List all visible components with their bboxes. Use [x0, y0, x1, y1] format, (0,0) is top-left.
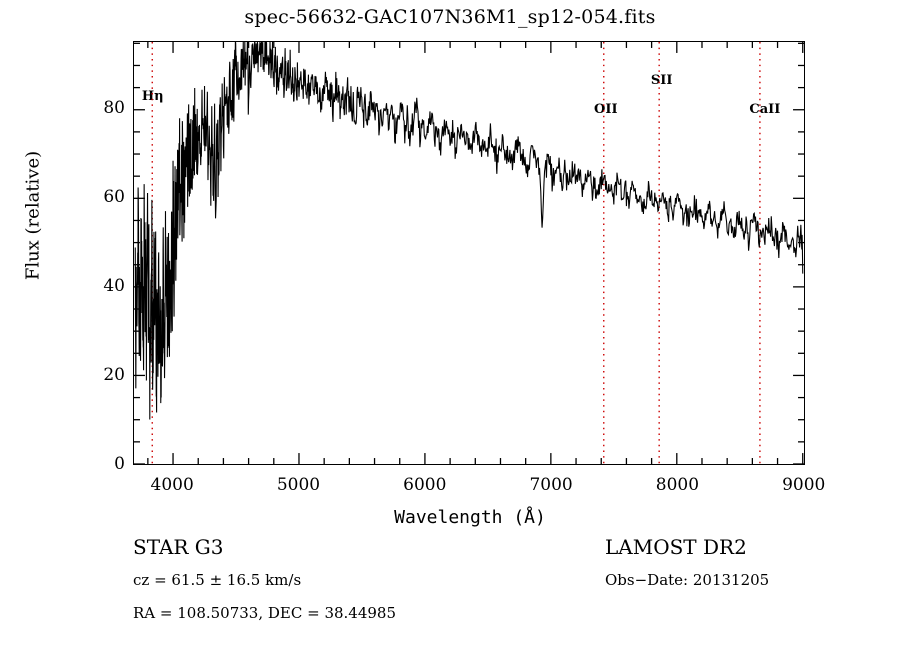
star-type: STAR G3 [133, 535, 224, 559]
line-marker-label-caii: CaII [749, 102, 781, 118]
x-tick-label: 5000 [276, 475, 321, 495]
survey-name: LAMOST DR2 [605, 535, 747, 559]
y-tick-label: 20 [103, 365, 125, 386]
observation-date: Obs−Date: 20131205 [605, 571, 770, 589]
x-tick-label: 9000 [782, 475, 826, 495]
x-tick-label: 4000 [150, 475, 194, 495]
line-marker-label-sii: SII [650, 73, 673, 89]
x-tick-label: 6000 [403, 475, 447, 495]
coordinates: RA = 108.50733, DEC = 38.44985 [133, 604, 397, 622]
y-tick-label: 0 [114, 454, 125, 474]
y-axis-label: Flux (relative) [22, 150, 44, 281]
x-axis-label: Wavelength (Å) [394, 507, 546, 528]
spectrum-trace [134, 42, 804, 420]
redshift-velocity: cz = 61.5 ± 16.5 km/s [133, 571, 302, 589]
page-title: spec-56632-GAC107N36M1_sp12-054.fits [244, 6, 656, 28]
x-tick-label: 7000 [529, 475, 573, 495]
y-tick-label: 60 [103, 187, 125, 208]
line-marker-label-hη: Hη [141, 89, 164, 105]
y-tick-label: 40 [103, 276, 125, 297]
plot-area [133, 41, 805, 465]
x-tick-label: 8000 [655, 475, 700, 495]
y-tick-label: 80 [103, 98, 125, 119]
line-marker-label-oii: OII [594, 102, 618, 118]
